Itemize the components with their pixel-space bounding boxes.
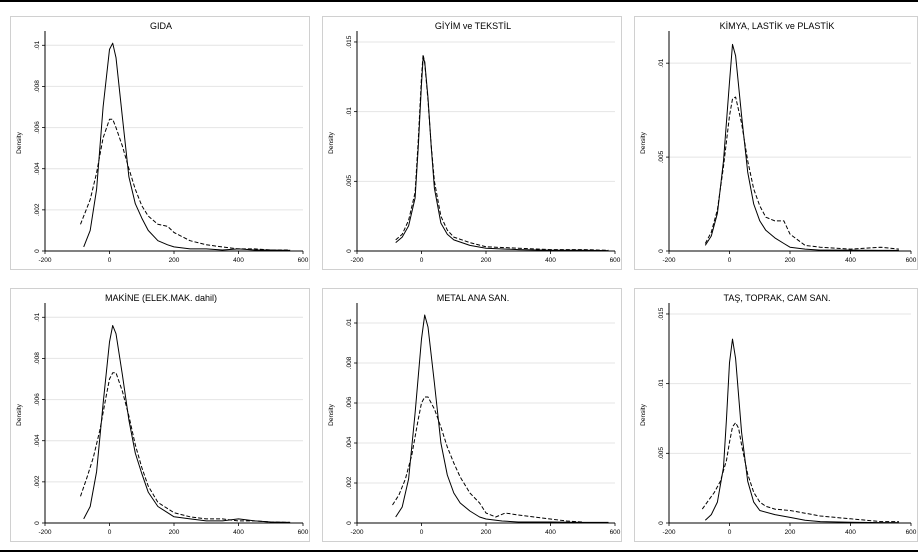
y-tick-label: .002 (346, 476, 353, 489)
y-axis-label: Density (328, 131, 335, 153)
y-tick-label: .008 (34, 80, 41, 93)
y-tick-label: .008 (34, 352, 41, 365)
y-tick-label: .004 (346, 436, 353, 449)
y-tick-label: 0 (34, 249, 41, 253)
y-axis-label: Density (16, 131, 23, 153)
x-tick-label: 0 (108, 529, 112, 536)
density-plot-gida: -200 0 200 400 600 0 .002 .004 .006 .008 .01 Densit… (16, 31, 309, 264)
panel-kimya-lastik-plastik: KİMYA, LASTİK ve PLASTİK -200 0 200 400 600 0… (634, 16, 918, 270)
x-tick-label: 200 (169, 529, 180, 536)
y-axis-label: Density (640, 131, 647, 153)
y-tick-label: .015 (658, 307, 665, 320)
y-tick-label: .004 (34, 434, 41, 447)
y-tick-label: .005 (658, 150, 665, 163)
panel-gida: GIDA -200 0 200 400 600 0 .002 .004 .006 .008 .01 D… (10, 16, 310, 270)
panel-giyim-tekstil: GİYİM ve TEKSTİL -200 0 200 400 600 0 .005 .01.… (322, 16, 622, 270)
density-line-dashed (395, 54, 609, 251)
y-tick-label: .005 (658, 447, 665, 460)
y-tick-label: .01 (658, 379, 665, 388)
y-tick-label: .008 (346, 356, 353, 369)
y-tick-label: 0 (346, 249, 353, 253)
y-tick-label: .01 (346, 318, 353, 327)
x-tick-label: 600 (298, 257, 309, 264)
x-tick-label: 600 (906, 529, 917, 536)
x-tick-label: 400 (845, 529, 856, 536)
x-tick-label: 0 (420, 257, 424, 264)
x-tick-label: -200 (38, 257, 51, 264)
density-line-solid (395, 58, 609, 252)
density-line-dashed (392, 396, 583, 523)
y-tick-label: .002 (34, 475, 41, 488)
panel-title: KİMYA, LASTİK ve PLASTİK (719, 21, 835, 31)
x-tick-label: 200 (169, 257, 180, 264)
x-tick-label: 200 (481, 529, 492, 536)
x-tick-label: 0 (420, 529, 424, 536)
x-tick-label: 0 (728, 257, 732, 264)
x-tick-label: 600 (298, 529, 309, 536)
density-plot-tas-toprak-cam: -200 0 200 400 600 0 .005 .01 .015 Density (640, 303, 917, 536)
panel-makine: MAKİNE (ELEK.MAK. dahil) -200 0 200 400 600 0… (10, 288, 310, 542)
x-tick-label: -200 (662, 529, 675, 536)
y-tick-label: .01 (34, 40, 41, 49)
y-axis-label: Density (16, 403, 23, 425)
x-tick-label: -200 (350, 529, 363, 536)
density-line-dashed (701, 422, 899, 523)
x-tick-label: -200 (38, 529, 51, 536)
density-plot-kimya-lastik-plastik: -200 0 200 400 600 0 .005 .01 Density (640, 31, 917, 264)
panel-title: METAL ANA SAN. (436, 293, 510, 303)
x-tick-label: 200 (481, 257, 492, 264)
y-tick-label: 0 (34, 521, 41, 525)
y-tick-label: 0 (658, 249, 665, 253)
y-tick-label: .006 (346, 396, 353, 409)
x-tick-label: 400 (845, 257, 856, 264)
y-tick-label: .01 (658, 58, 665, 67)
density-line-dashed (80, 372, 291, 523)
y-tick-label: .01 (346, 107, 353, 116)
panel-title: GIDA (149, 21, 172, 31)
y-tick-label: .005 (346, 175, 353, 188)
x-tick-label: -200 (662, 257, 675, 264)
panel-title: GİYİM ve TEKSTİL (434, 21, 512, 31)
density-line-dashed (80, 118, 291, 251)
top-rule (0, 0, 918, 2)
y-tick-label: .002 (34, 203, 41, 216)
y-tick-label: 0 (658, 521, 665, 525)
y-tick-label: .006 (34, 121, 41, 134)
x-tick-label: 200 (785, 257, 796, 264)
density-line-solid (83, 325, 291, 523)
y-tick-label: .006 (34, 393, 41, 406)
x-tick-label: 400 (545, 529, 556, 536)
x-tick-label: 0 (108, 257, 112, 264)
bottom-rule (0, 550, 918, 552)
y-tick-label: .01 (34, 312, 41, 321)
density-line-dashed (704, 96, 899, 250)
x-tick-label: 400 (233, 529, 244, 536)
density-line-solid (704, 43, 899, 251)
y-tick-label: .004 (34, 162, 41, 175)
x-tick-label: -200 (350, 257, 363, 264)
x-tick-label: 600 (610, 529, 621, 536)
x-tick-label: 0 (728, 529, 732, 536)
panel-metal-ana-san: METAL ANA SAN. -200 0 200 400 600 0 .002 .004 .0… (322, 288, 622, 542)
density-plot-metal-ana-san: -200 0 200 400 600 0 .002 .004 .006 .008 .01 Densit… (328, 303, 621, 536)
panel-tas-toprak-cam: TAŞ, TOPRAK, CAM SAN. -200 0 200 400 600 0 .00… (634, 288, 918, 542)
x-tick-label: 600 (906, 257, 917, 264)
y-tick-label: .015 (346, 35, 353, 48)
y-axis-label: Density (640, 403, 647, 425)
panel-title: TAŞ, TOPRAK, CAM SAN. (723, 293, 831, 303)
y-axis-label: Density (328, 403, 335, 425)
density-line-solid (395, 314, 609, 523)
x-tick-label: 400 (233, 257, 244, 264)
panel-title: MAKİNE (ELEK.MAK. dahil) (104, 293, 218, 303)
density-plot-giyim-tekstil: -200 0 200 400 600 0 .005 .01 .015 Density (328, 31, 621, 264)
x-tick-label: 200 (785, 529, 796, 536)
density-plot-makine: -200 0 200 400 600 0 .002 .004 .006 .008 .01 Densit… (16, 303, 309, 536)
density-line-solid (704, 338, 899, 524)
x-tick-label: 600 (610, 257, 621, 264)
density-line-solid (83, 42, 291, 251)
x-tick-label: 400 (545, 257, 556, 264)
y-tick-label: 0 (346, 521, 353, 525)
